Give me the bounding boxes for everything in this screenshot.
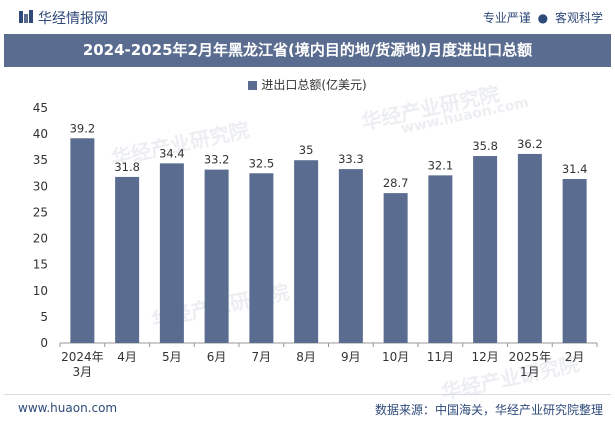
y-tick-label: 30 <box>33 179 48 193</box>
x-tick-label-line: 5月 <box>162 350 182 364</box>
y-tick-label: 40 <box>33 127 48 141</box>
tagline-right: 客观科学 <box>554 11 603 25</box>
x-tick-label: 7月 <box>252 350 272 364</box>
bar-value-label: 32.1 <box>428 158 454 172</box>
footer-divider <box>4 394 611 395</box>
x-tick-label: 12月 <box>471 350 498 364</box>
x-tick-label-line: 1月 <box>520 365 540 379</box>
x-tick-label-line: 3月 <box>73 365 93 379</box>
x-tick-label: 2025年 1月 <box>509 350 552 379</box>
y-tick-label: 35 <box>33 153 48 167</box>
y-tick-label: 25 <box>33 205 48 219</box>
footer-website: www.huaon.com <box>18 401 118 415</box>
x-tick-label: 5月 <box>162 350 182 364</box>
y-tick-label: 20 <box>33 232 48 246</box>
bar <box>473 156 498 343</box>
y-tick-label: 45 <box>33 101 48 115</box>
x-tick-label: 4月 <box>117 350 137 364</box>
bar-value-label: 33.3 <box>338 152 364 166</box>
bar-value-label: 34.4 <box>159 146 185 160</box>
bar <box>562 179 587 343</box>
bar <box>383 193 408 343</box>
x-tick-label-line: 2月 <box>565 350 585 364</box>
bar <box>204 169 229 343</box>
bar-value-label: 33.2 <box>204 153 230 167</box>
x-tick-label: 11月 <box>427 350 454 364</box>
bar <box>115 176 140 343</box>
x-tick-label-line: 12月 <box>471 350 498 364</box>
footer-source: 数据来源：中国海关，华经产业研究院整理 <box>374 403 603 417</box>
bar <box>159 163 184 343</box>
brand-logo-icon <box>19 10 33 23</box>
brand-name: 华经情报网 <box>38 11 108 27</box>
x-tick-label: 6月 <box>207 350 227 364</box>
bar-value-label: 31.8 <box>114 160 140 174</box>
x-tick-label-line: 6月 <box>207 350 227 364</box>
x-tick-label-line: 2024年 <box>61 350 104 364</box>
y-tick-label: 10 <box>33 284 48 298</box>
y-tick-label: 15 <box>33 258 48 272</box>
bar-value-label: 35 <box>299 143 314 157</box>
tagline-separator: ● <box>537 11 549 25</box>
x-tick-label: 2024年 3月 <box>61 350 104 379</box>
bar-value-label: 39.2 <box>70 121 96 135</box>
header-bar: 华经情报网 专业严谨 ● 客观科学 <box>0 0 615 34</box>
bar-value-label: 35.8 <box>472 139 498 153</box>
x-tick-label-line: 7月 <box>252 350 272 364</box>
x-tick-label: 9月 <box>341 350 361 364</box>
bar <box>294 160 319 343</box>
bar-value-label: 32.5 <box>249 156 275 170</box>
x-tick-label-line: 2025年 <box>509 350 552 364</box>
x-tick-label: 2月 <box>565 350 585 364</box>
bar <box>428 175 453 343</box>
x-tick-label-line: 10月 <box>382 350 409 364</box>
x-tick-label-line: 9月 <box>341 350 361 364</box>
x-tick-label-line: 4月 <box>117 350 137 364</box>
tagline-left: 专业严谨 <box>482 11 531 25</box>
bar <box>517 153 542 343</box>
bar-value-label: 31.4 <box>562 162 588 176</box>
x-tick-label: 10月 <box>382 350 409 364</box>
bar-value-label: 36.2 <box>517 137 543 151</box>
bar <box>338 169 363 343</box>
bar <box>70 138 95 343</box>
bar-value-label: 28.7 <box>383 176 409 190</box>
chart-legend: 进出口总额(亿美元) <box>0 76 615 93</box>
chart-title: 2024-2025年2月年黑龙江省(境内目的地/货源地)月度进出口总额 <box>4 34 611 67</box>
legend-swatch <box>248 81 258 90</box>
bar <box>249 173 274 343</box>
x-tick-label-line: 8月 <box>296 350 316 364</box>
x-tick-label-line: 11月 <box>427 350 454 364</box>
tagline: 专业严谨 ● 客观科学 <box>483 9 603 26</box>
y-tick-label: 5 <box>40 310 48 324</box>
legend-label: 进出口总额(亿美元) <box>261 78 367 92</box>
x-tick-label: 8月 <box>296 350 316 364</box>
y-tick-label: 0 <box>40 336 48 350</box>
